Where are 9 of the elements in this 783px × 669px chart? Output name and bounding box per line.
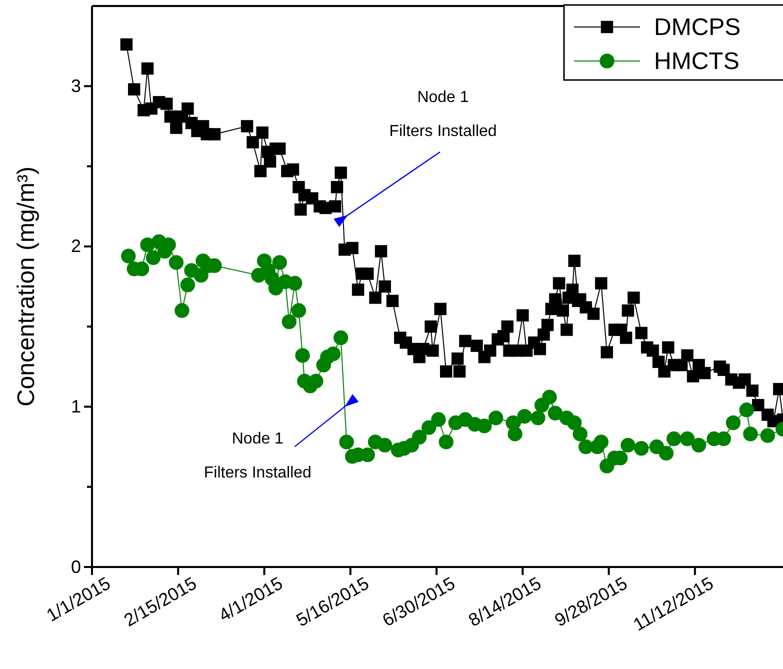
y-axis-title: Concentration (mg/m³) xyxy=(13,166,40,407)
legend-label: HMCTS xyxy=(654,48,740,75)
y-tick-label: 3 xyxy=(70,76,81,96)
annotation: Node 1 Filters Installed xyxy=(389,89,497,140)
annotation: Node 1 Filters Installed xyxy=(204,430,312,482)
y-tick-label: 0 xyxy=(70,556,81,577)
y-tick-label: 2 xyxy=(70,236,81,256)
legend-label: DMCPS xyxy=(654,14,741,41)
y-tick-label: 1 xyxy=(70,396,81,416)
